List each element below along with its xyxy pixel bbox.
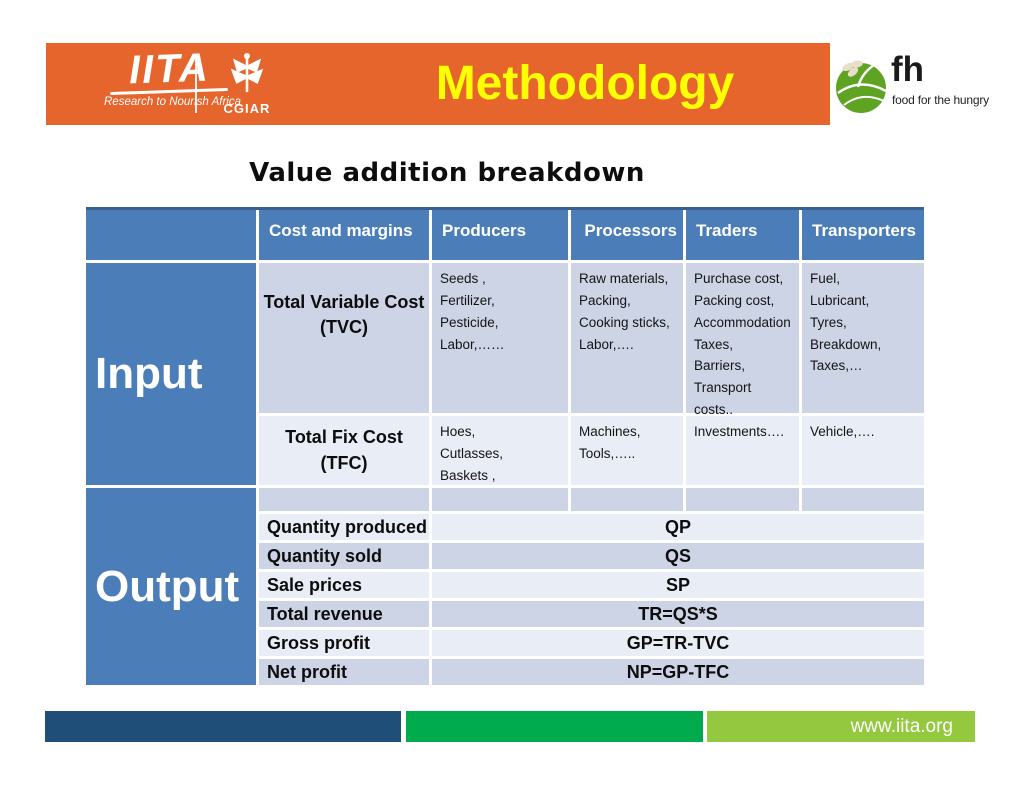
footer-bar-navy bbox=[45, 711, 401, 742]
column-header-traders: Traders bbox=[686, 210, 799, 260]
output-row-label: Total revenue bbox=[259, 601, 429, 627]
output-row-label: Gross profit bbox=[259, 630, 429, 656]
output-row-label: Quantity produced bbox=[259, 514, 429, 540]
tfc-label-cell: Total Fix Cost (TFC) bbox=[259, 416, 429, 485]
fh-abbr: fh bbox=[891, 50, 925, 89]
methodology-title: Methodology bbox=[435, 57, 735, 110]
tvc-processors-cell: Raw materials, Packing, Cooking sticks, … bbox=[571, 263, 683, 413]
cgiar-label: CGIAR bbox=[223, 101, 271, 116]
spacer-cell bbox=[571, 488, 683, 511]
header-banner: IITA Research to Nourish Africa CG bbox=[46, 43, 830, 125]
tvc-label-cell: Total Variable Cost (TVC) bbox=[259, 263, 429, 413]
output-row-label: Quantity sold bbox=[259, 543, 429, 569]
column-header-cost-margins: Cost and margins bbox=[259, 210, 429, 260]
iita-logo: IITA Research to Nourish Africa bbox=[104, 45, 241, 108]
spacer-cell bbox=[686, 488, 799, 511]
spacer-cell bbox=[432, 488, 568, 511]
tvc-transporters-cell: Fuel, Lubricant, Tyres, Breakdown, Taxes… bbox=[802, 263, 924, 413]
value-addition-table: Cost and margins Producers Processors Tr… bbox=[86, 207, 924, 685]
output-row-label: Sale prices bbox=[259, 572, 429, 598]
output-row-value: SP bbox=[432, 572, 924, 598]
column-header-transporters: Transporters bbox=[802, 210, 924, 260]
spacer-cell bbox=[802, 488, 924, 511]
column-header-processors: Processors bbox=[571, 210, 683, 260]
output-row-value: QP bbox=[432, 514, 924, 540]
fh-name: food for the hungry bbox=[892, 93, 989, 107]
spacer-cell bbox=[259, 488, 429, 511]
iita-underline bbox=[109, 87, 229, 96]
slide-title: Value addition breakdown bbox=[249, 158, 645, 188]
cgiar-logo: CGIAR bbox=[214, 51, 280, 116]
output-row-value: TR=QS*S bbox=[432, 601, 924, 627]
tfc-processors-cell: Machines, Tools,….. bbox=[571, 416, 683, 485]
tvc-producers-cell: Seeds , Fertilizer, Pesticide, Labor,…… bbox=[432, 263, 568, 413]
output-row-value: GP=TR-TVC bbox=[432, 630, 924, 656]
input-section-label: Input bbox=[86, 263, 256, 485]
iita-tagline: Research to Nourish Africa bbox=[104, 96, 241, 108]
output-row-label: Net profit bbox=[259, 659, 429, 685]
fh-logo: fh food for the hungry bbox=[833, 52, 998, 124]
cgiar-wheat-icon bbox=[227, 53, 267, 99]
iita-url-link[interactable]: www.iita.org bbox=[850, 715, 953, 737]
output-row-value: NP=GP-TFC bbox=[432, 659, 924, 685]
footer-bar-green bbox=[406, 711, 703, 742]
column-header-producers: Producers bbox=[432, 210, 568, 260]
iita-wordmark: IITA bbox=[127, 45, 211, 93]
column-header-empty bbox=[86, 210, 256, 260]
tfc-transporters-cell: Vehicle,…. bbox=[802, 416, 924, 485]
fh-globe-icon bbox=[834, 57, 890, 120]
output-row-value: QS bbox=[432, 543, 924, 569]
banner-divider bbox=[195, 55, 197, 113]
output-section-label: Output bbox=[86, 488, 256, 685]
tfc-traders-cell: Investments…. bbox=[686, 416, 799, 485]
tvc-traders-cell: Purchase cost, Packing cost, Accommodati… bbox=[686, 263, 799, 417]
tfc-producers-cell: Hoes, Cutlasses, Baskets , tractors,…. bbox=[432, 416, 568, 505]
footer-bar-light-green: www.iita.org bbox=[707, 711, 975, 742]
